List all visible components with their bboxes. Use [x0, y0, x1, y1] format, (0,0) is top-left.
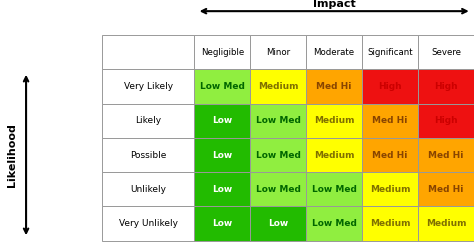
Bar	[250, 35, 306, 69]
Text: Medium: Medium	[370, 219, 410, 228]
Text: Significant: Significant	[367, 48, 413, 57]
Bar	[250, 69, 306, 104]
Text: Low Med: Low Med	[256, 116, 301, 125]
Bar	[102, 206, 194, 241]
Text: Low: Low	[212, 151, 232, 159]
Bar	[102, 35, 194, 69]
Bar	[102, 69, 194, 104]
Text: Low Med: Low Med	[312, 219, 356, 228]
Text: Med Hi: Med Hi	[317, 82, 352, 91]
Bar	[194, 35, 250, 69]
Text: Low Med: Low Med	[312, 185, 356, 194]
Text: Negligible: Negligible	[201, 48, 244, 57]
Text: Med Hi: Med Hi	[428, 185, 464, 194]
Bar	[418, 206, 474, 241]
Bar	[418, 138, 474, 172]
Text: Medium: Medium	[426, 219, 466, 228]
Bar	[306, 104, 362, 138]
Bar	[418, 172, 474, 206]
Text: Minor: Minor	[266, 48, 290, 57]
Text: Low: Low	[212, 219, 232, 228]
Text: Medium: Medium	[258, 82, 299, 91]
Bar	[250, 206, 306, 241]
Text: Possible: Possible	[130, 151, 166, 159]
Bar	[306, 35, 362, 69]
Bar	[362, 104, 418, 138]
Text: High: High	[434, 82, 458, 91]
Text: Very Unlikely: Very Unlikely	[118, 219, 178, 228]
Bar	[362, 206, 418, 241]
Bar	[418, 69, 474, 104]
Bar	[194, 206, 250, 241]
Bar	[418, 35, 474, 69]
Text: Med Hi: Med Hi	[428, 151, 464, 159]
Bar	[306, 138, 362, 172]
Bar	[250, 138, 306, 172]
Bar	[194, 138, 250, 172]
Text: Low: Low	[268, 219, 288, 228]
Bar	[102, 172, 194, 206]
Text: Medium: Medium	[370, 185, 410, 194]
Bar	[102, 138, 194, 172]
Bar	[250, 104, 306, 138]
Text: Severe: Severe	[431, 48, 461, 57]
Bar	[362, 35, 418, 69]
Text: Likely: Likely	[135, 116, 161, 125]
Bar	[194, 172, 250, 206]
Text: Medium: Medium	[314, 116, 355, 125]
Text: Very Likely: Very Likely	[124, 82, 173, 91]
Text: High: High	[378, 82, 402, 91]
Bar	[418, 104, 474, 138]
Bar	[362, 172, 418, 206]
Text: Low: Low	[212, 116, 232, 125]
Bar	[102, 104, 194, 138]
Text: Med Hi: Med Hi	[373, 116, 408, 125]
Bar	[362, 138, 418, 172]
Text: Low Med: Low Med	[256, 185, 301, 194]
Bar	[194, 104, 250, 138]
Text: Unlikely: Unlikely	[130, 185, 166, 194]
Bar	[306, 69, 362, 104]
Bar	[306, 172, 362, 206]
Text: Low Med: Low Med	[256, 151, 301, 159]
Text: Low Med: Low Med	[200, 82, 245, 91]
Text: Impact: Impact	[313, 0, 356, 9]
Text: Low: Low	[212, 185, 232, 194]
Bar	[362, 69, 418, 104]
Bar	[250, 172, 306, 206]
Text: Medium: Medium	[314, 151, 355, 159]
Bar	[306, 206, 362, 241]
Text: Med Hi: Med Hi	[373, 151, 408, 159]
Text: Moderate: Moderate	[314, 48, 355, 57]
Text: Likelihood: Likelihood	[7, 123, 17, 187]
Text: High: High	[434, 116, 458, 125]
Bar	[194, 69, 250, 104]
